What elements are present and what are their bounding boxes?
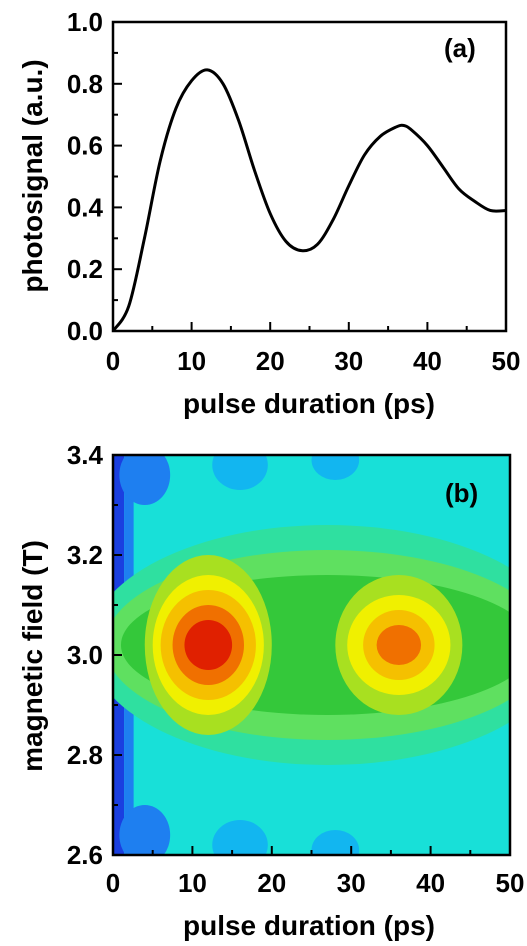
- panel-a: 0 10 20 30 40 50 0.0 0.2 0.4 0.6 0.8 1.0 (a) pulse …: [17, 7, 520, 419]
- x-tick-label: 0: [106, 868, 120, 898]
- photosignal-line: [113, 68, 506, 331]
- y-tick-label: 3.0: [67, 640, 103, 670]
- y-tick-label: 0.0: [67, 316, 103, 346]
- y-tick-label: 2.6: [67, 840, 103, 870]
- contour-fringe-5: [311, 830, 360, 855]
- panel-a-plot-area: [113, 68, 506, 331]
- panel-a-frame: [111, 20, 508, 333]
- y-tick-label: 2.8: [67, 740, 103, 770]
- y-tick-label: 0.8: [67, 69, 103, 99]
- panel-a-label: (a): [444, 33, 476, 63]
- panel-b: 0 10 20 30 40 50 2.6 2.8 3.0 3.2 3.4 (b) pulse dur…: [17, 440, 525, 941]
- contour-fringe-3: [212, 820, 268, 855]
- peak-1-level-3: [376, 625, 422, 665]
- panel-a-x-axis-label: pulse duration (ps): [183, 388, 435, 419]
- contour-fringe-0: [119, 455, 171, 505]
- x-tick-label: 40: [413, 346, 442, 376]
- contour-fringe-4: [311, 455, 360, 480]
- panel-b-y-axis-label: magnetic field (T): [17, 540, 48, 772]
- panel-b-label: (b): [445, 478, 478, 508]
- y-tick-label: 3.4: [67, 440, 104, 470]
- panel-b-x-axis-label: pulse duration (ps): [183, 910, 435, 941]
- x-tick-label: 30: [334, 346, 363, 376]
- x-tick-label: 30: [337, 868, 366, 898]
- contour-fringe-1: [212, 455, 268, 490]
- x-tick-label: 20: [257, 868, 286, 898]
- x-tick-label: 40: [416, 868, 445, 898]
- panel-a-y-axis-label: photosignal (a.u.): [17, 59, 48, 292]
- x-tick-label: 10: [178, 868, 207, 898]
- panel-b-plot-area: [113, 455, 510, 855]
- x-tick-label: 10: [177, 346, 206, 376]
- y-tick-label: 0.6: [67, 131, 103, 161]
- contour-fringe-2: [119, 805, 171, 855]
- x-tick-label: 50: [496, 868, 525, 898]
- y-tick-label: 0.2: [67, 254, 103, 284]
- contour-levels: [113, 455, 510, 855]
- y-tick-label: 3.2: [67, 540, 103, 570]
- panel-a-ticks: 0 10 20 30 40 50 0.0 0.2 0.4 0.6 0.8 1.0: [67, 7, 521, 376]
- x-tick-label: 20: [256, 346, 285, 376]
- x-tick-label: 0: [106, 346, 120, 376]
- panel-b-ticks: 0 10 20 30 40 50 2.6 2.8 3.0 3.2 3.4: [67, 440, 525, 898]
- peak-0-level-4: [184, 620, 233, 670]
- y-tick-label: 1.0: [67, 7, 103, 37]
- y-tick-label: 0.4: [67, 192, 104, 222]
- x-tick-label: 50: [492, 346, 521, 376]
